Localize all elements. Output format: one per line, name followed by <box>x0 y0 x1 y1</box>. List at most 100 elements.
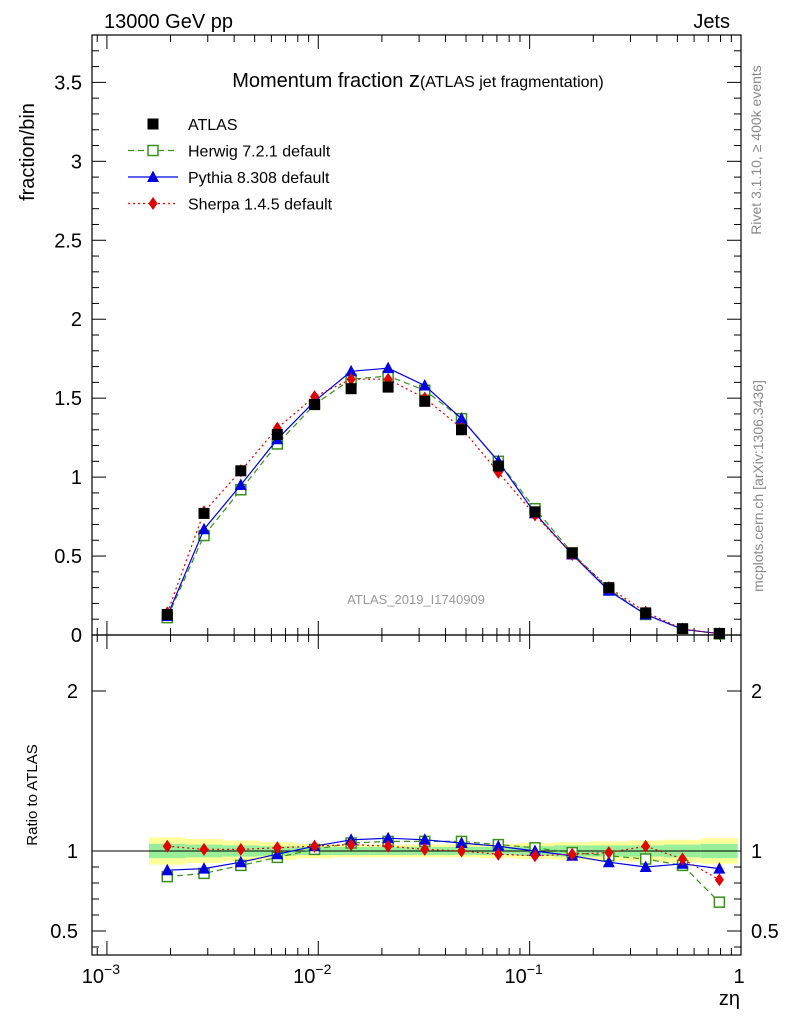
point-atlas <box>713 627 725 639</box>
ratio-point-sherpa <box>236 842 246 856</box>
point-atlas <box>603 582 615 594</box>
point-atlas <box>345 383 357 395</box>
ratio-point-pythia <box>234 855 247 868</box>
ratio-point-sherpa <box>383 839 393 853</box>
point-atlas <box>640 607 652 619</box>
point-pythia <box>382 361 395 374</box>
x-tick-label: 1 <box>733 966 744 988</box>
y-tick-label-top: 0 <box>71 625 82 647</box>
ratio-point-sherpa <box>310 839 320 853</box>
point-atlas <box>309 398 321 410</box>
ratio-point-sherpa <box>420 842 430 856</box>
legend-label-sherpa: Sherpa 1.4.5 default <box>188 197 333 214</box>
point-atlas <box>677 623 689 635</box>
ratio-point-pythia <box>382 831 395 844</box>
legend-label-herwig: Herwig 7.2.1 default <box>188 144 331 161</box>
y-tick-label-bottom: 1 <box>67 841 78 863</box>
legend: ATLAS Herwig 7.2.1 default Pythia 8.308 de… <box>128 117 333 214</box>
x-tick-label: 10−3 <box>82 961 120 988</box>
title-main: Momentum fraction <box>232 70 403 92</box>
ratio-line-sherpa <box>167 843 720 881</box>
y-tick-label-top: 3.5 <box>54 72 82 94</box>
ratio-point-sherpa <box>199 842 209 856</box>
series-atlas <box>161 381 725 639</box>
side-label-mcplots: mcplots.cern.ch [arXiv:1306.3436] <box>750 380 766 592</box>
ratio-point-sherpa <box>530 849 540 863</box>
ratio-point-pythia <box>418 833 431 845</box>
legend-marker-sherpa <box>148 197 158 210</box>
point-atlas <box>529 506 541 518</box>
ratio-point-sherpa <box>456 844 466 858</box>
point-pythia <box>345 364 358 377</box>
axis-tick-labels: 10−3 10−2 10−1 1 0 0.5 1 1.5 2 2.5 3 3.5 0.5 0.5 1 1 2 2 <box>50 72 779 988</box>
y-tick-label-bottom-right: 1 <box>751 841 762 863</box>
legend-marker-atlas <box>147 118 159 130</box>
ratio-point-sherpa <box>346 838 356 852</box>
x-tick-label: 10−1 <box>505 961 543 988</box>
y-tick-label-top: 3 <box>71 151 82 173</box>
ratio-point-sherpa <box>641 839 651 853</box>
side-label-rivet: Rivet 3.1.10, ≥ 400k events <box>748 65 764 235</box>
ratio-point-pythia <box>198 862 211 874</box>
ratio-point-pythia <box>455 836 468 848</box>
ratio-panel-series <box>161 831 726 908</box>
y-tick-label-top: 2.5 <box>54 230 82 252</box>
watermark: ATLAS_2019_I1740909 <box>347 592 485 607</box>
point-sherpa <box>346 372 356 386</box>
y-tick-label-bottom-right: 0.5 <box>751 921 779 943</box>
legend-item-pythia: Pythia 8.308 default <box>128 170 330 187</box>
legend-item-atlas: ATLAS <box>147 117 238 134</box>
legend-item-herwig: Herwig 7.2.1 default <box>128 144 331 161</box>
point-atlas <box>271 428 283 440</box>
legend-label-atlas: ATLAS <box>188 117 238 134</box>
y-tick-label-bottom: 0.5 <box>50 921 78 943</box>
point-pythia <box>455 412 468 424</box>
ratio-point-pythia <box>713 862 726 874</box>
y-tick-label-bottom: 2 <box>67 681 78 703</box>
point-pythia <box>418 379 431 391</box>
y-tick-label-top: 1.5 <box>54 388 82 410</box>
ratio-point-sherpa <box>272 841 282 855</box>
title-z: z <box>409 67 420 92</box>
line-sherpa <box>166 378 720 635</box>
header-left: 13000 GeV pp <box>104 11 233 33</box>
ratio-point-sherpa <box>604 846 614 860</box>
ratio-panel-frame <box>91 634 742 956</box>
y-tick-label-top: 1 <box>71 467 82 489</box>
ratio-point-sherpa <box>714 873 724 887</box>
x-axis-label: zη <box>719 988 740 1010</box>
point-atlas <box>382 381 394 393</box>
legend-marker-pythia <box>147 170 159 182</box>
ratio-point-pythia <box>602 855 615 868</box>
point-atlas <box>455 424 467 436</box>
y-tick-label-bottom-right: 2 <box>751 681 762 703</box>
legend-item-sherpa: Sherpa 1.4.5 default <box>128 197 333 214</box>
y-tick-label-top: 0.5 <box>54 546 82 568</box>
point-atlas <box>235 465 247 477</box>
line-herwig <box>166 375 720 635</box>
legend-label-pythia: Pythia 8.308 default <box>188 170 330 187</box>
point-atlas <box>198 507 210 519</box>
ratio-point-sherpa <box>678 852 688 866</box>
point-atlas <box>492 460 504 472</box>
ratio-line-pythia <box>167 837 720 871</box>
header-right: Jets <box>693 11 730 33</box>
ratio-point-pythia <box>492 839 505 852</box>
title-sub: (ATLAS jet fragmentation) <box>420 74 604 91</box>
y-axis-label-top: fraction/bin <box>17 103 39 201</box>
y-tick-label-top: 2 <box>71 309 82 331</box>
ratio-series-sherpa <box>162 838 724 887</box>
plot-title: Momentum fraction z(ATLAS jet fragmentat… <box>232 67 604 92</box>
y-axis-label-bottom: Ratio to ATLAS <box>24 744 41 845</box>
x-tick-label: 10−2 <box>293 961 331 988</box>
point-atlas <box>419 395 431 407</box>
point-pythia <box>234 478 247 490</box>
ratio-point-sherpa <box>493 847 503 861</box>
point-atlas <box>566 547 578 559</box>
ratio-point-herwig <box>713 896 726 908</box>
ratio-point-sherpa <box>162 839 172 853</box>
legend-marker-herwig <box>147 144 159 157</box>
ratio-point-pythia <box>639 860 652 872</box>
main-panel-series <box>161 361 726 641</box>
